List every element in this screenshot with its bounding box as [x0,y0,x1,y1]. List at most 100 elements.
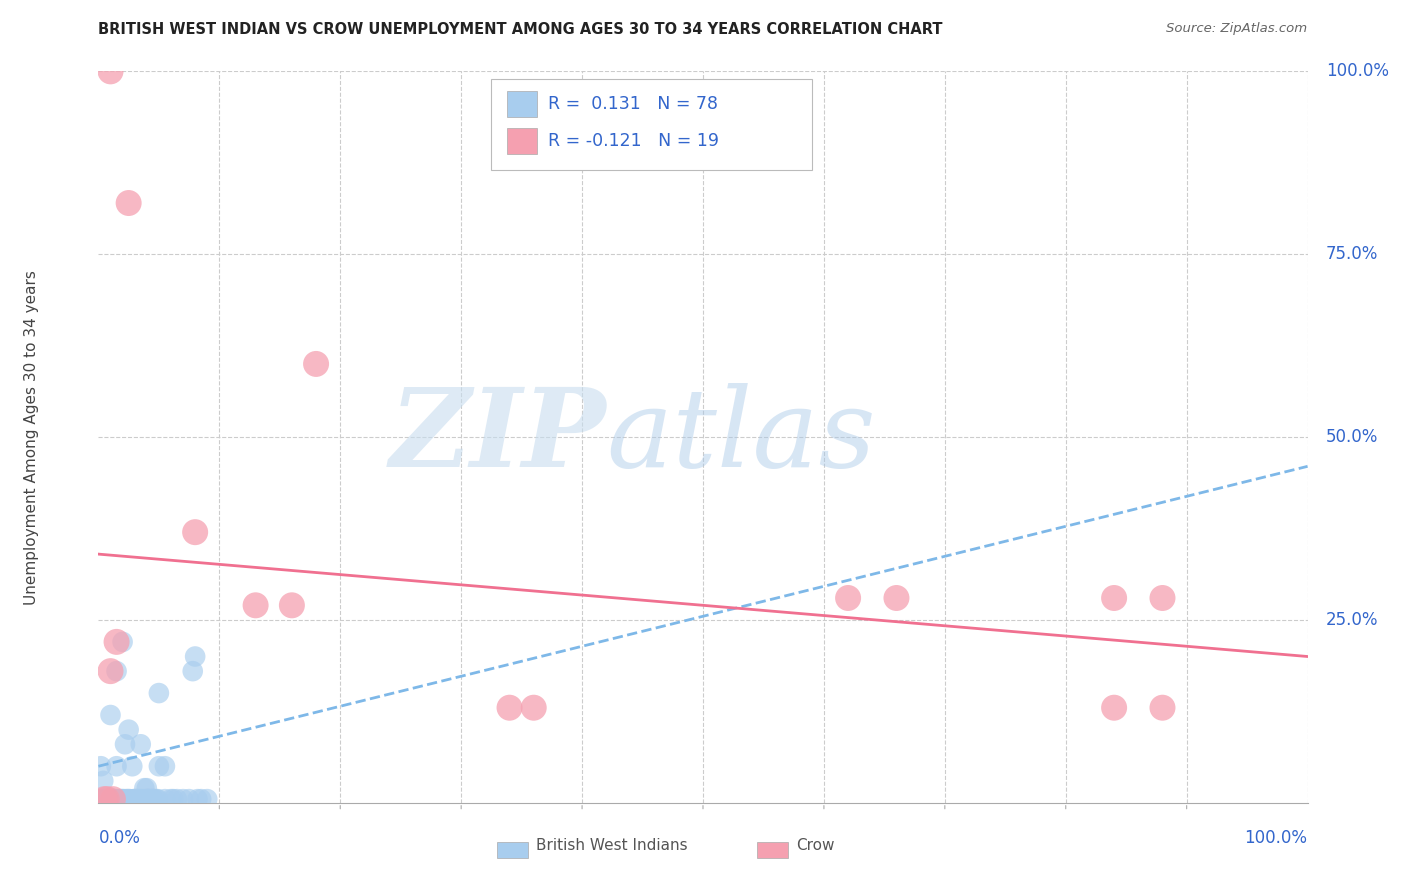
Text: Unemployment Among Ages 30 to 34 years: Unemployment Among Ages 30 to 34 years [24,269,39,605]
Text: Source: ZipAtlas.com: Source: ZipAtlas.com [1167,22,1308,36]
Point [1152,591,1174,605]
Point [162,792,184,806]
Point [117,792,139,806]
Point [103,792,125,806]
Point [118,723,141,737]
Text: BRITISH WEST INDIAN VS CROW UNEMPLOYMENT AMONG AGES 30 TO 34 YEARS CORRELATION C: BRITISH WEST INDIAN VS CROW UNEMPLOYMENT… [98,22,943,37]
Text: British West Indians: British West Indians [536,838,688,853]
Text: atlas: atlas [606,384,876,491]
Point [100,708,122,723]
Point [118,196,141,211]
Point [177,792,201,806]
Point [105,759,128,773]
Point [172,792,194,806]
Point [94,792,117,806]
Point [143,792,166,806]
Text: Crow: Crow [796,838,835,853]
Point [305,357,328,371]
Point [108,792,131,806]
Point [110,792,132,806]
Point [886,591,908,605]
Point [121,759,143,773]
Point [135,781,157,796]
Point [114,737,136,751]
Point [96,792,118,806]
Point [124,792,146,806]
Point [108,792,131,806]
Point [129,792,152,806]
Point [100,792,122,806]
Point [100,64,122,78]
Point [96,792,118,806]
Point [184,649,207,664]
Point [89,792,111,806]
Point [90,792,112,806]
Point [245,599,267,613]
Point [1152,700,1174,714]
FancyBboxPatch shape [498,841,527,858]
Point [142,792,165,806]
FancyBboxPatch shape [492,78,811,170]
Point [103,792,125,806]
Point [837,591,859,605]
Text: 25.0%: 25.0% [1326,611,1378,629]
FancyBboxPatch shape [508,128,537,154]
Point [187,792,209,806]
Point [1102,700,1125,714]
Text: R = -0.121   N = 19: R = -0.121 N = 19 [548,132,720,150]
Point [131,792,153,806]
Text: 0.0%: 0.0% [98,829,141,847]
Point [118,792,141,806]
Point [94,792,117,806]
Point [97,792,120,806]
Point [153,792,176,806]
Point [122,792,145,806]
Point [111,635,134,649]
Point [181,664,204,678]
Point [93,792,115,806]
Point [281,599,304,613]
Point [107,792,129,806]
Point [136,792,159,806]
Point [96,792,118,806]
Point [105,635,128,649]
Point [100,664,122,678]
Point [101,792,124,806]
Point [134,781,156,796]
Point [93,792,115,806]
Point [91,792,114,806]
Point [184,525,207,540]
Point [98,792,121,806]
Point [129,737,152,751]
Point [90,759,112,773]
Point [101,792,124,806]
Point [98,792,121,806]
Point [142,792,165,806]
Point [195,792,218,806]
Point [124,792,146,806]
Point [135,792,157,806]
Text: 75.0%: 75.0% [1326,245,1378,263]
Point [135,792,157,806]
Point [125,792,148,806]
FancyBboxPatch shape [758,841,787,858]
Point [148,686,170,700]
Point [146,792,169,806]
Point [97,792,120,806]
Point [93,792,115,806]
Point [100,792,122,806]
Point [145,792,167,806]
Point [127,792,149,806]
Text: R =  0.131   N = 78: R = 0.131 N = 78 [548,95,718,113]
Point [523,700,546,714]
Point [104,792,127,806]
Point [100,792,122,806]
Point [112,792,135,806]
Point [101,792,124,806]
Point [498,700,520,714]
Text: 100.0%: 100.0% [1326,62,1389,80]
Text: 50.0%: 50.0% [1326,428,1378,446]
Point [118,792,141,806]
Point [91,792,114,806]
Point [139,792,162,806]
